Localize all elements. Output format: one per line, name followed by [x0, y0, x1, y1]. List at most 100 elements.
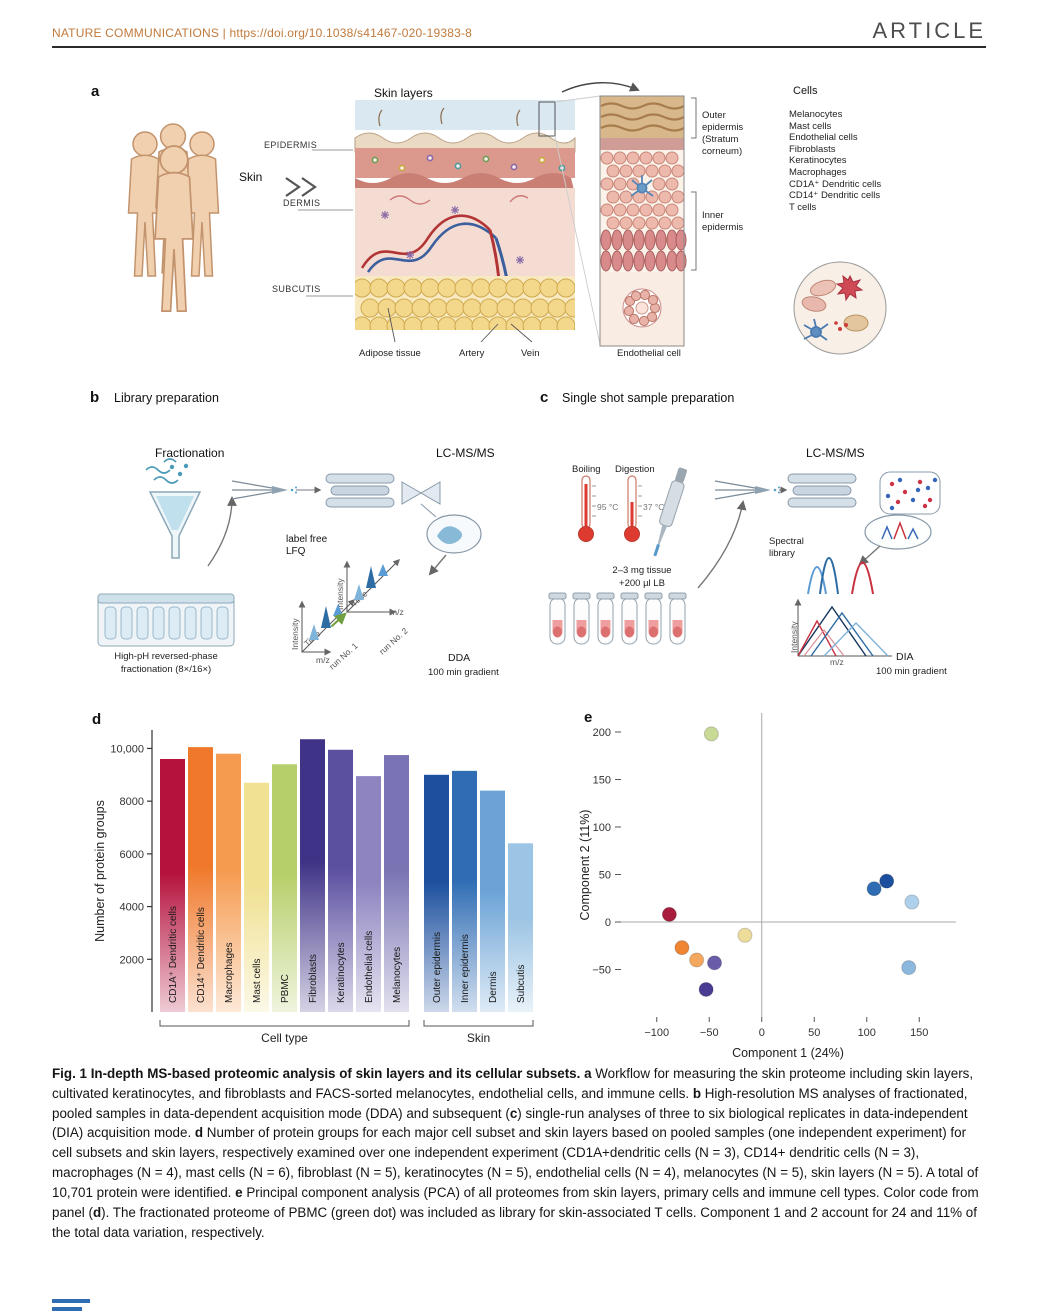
orbitrap-icon [401, 481, 482, 576]
panel-c-illustration [548, 467, 941, 657]
mass-spec-icon [787, 473, 857, 508]
boiling-thermometer-icon [578, 475, 596, 542]
inner-epidermis-label: Inner epidermis [702, 210, 744, 233]
skin-label: Skin [239, 170, 263, 184]
dendritic-cell-icon [803, 318, 829, 341]
svg-text:8000: 8000 [120, 796, 144, 808]
vein-label: Vein [521, 348, 540, 359]
fractionation-caption: High-pH reversed-phase fractionation (8×… [83, 650, 249, 676]
svg-text:100: 100 [593, 822, 611, 834]
temp-95-label: 95 °C [597, 502, 619, 512]
tissue-label: 2–3 mg tissue +200 µl LB [594, 565, 690, 590]
cell-list-item: Melanocytes [789, 109, 843, 120]
peptide-scribble-icon [145, 458, 189, 484]
zoom-connector-lines [554, 95, 601, 345]
adipose-cells [355, 278, 575, 330]
svg-text:−50: −50 [700, 1027, 719, 1039]
cell-list-item: CD1A⁺ Dendritic cells [789, 178, 882, 190]
boiling-label: Boiling [572, 464, 601, 475]
cell-list-item: Macrophages [789, 166, 847, 178]
cell-list-item: T cells [789, 201, 817, 213]
cell-list-item: Keratinocytes [789, 155, 847, 167]
svg-text:Dermis: Dermis [488, 971, 499, 1003]
skin-arrow-icon [285, 177, 317, 197]
label-free-line2: LFQ [286, 546, 306, 557]
cell-list-item: Endothelial cells [789, 132, 858, 144]
panel-d-label: d [92, 711, 102, 728]
pipette-icon [653, 467, 687, 557]
svg-text:2000: 2000 [120, 954, 144, 966]
svg-text:Number of protein groups: Number of protein groups [93, 800, 107, 942]
svg-text:0: 0 [605, 917, 611, 929]
svg-text:Subcutis: Subcutis [516, 965, 527, 1003]
label-free-line1: label free [286, 534, 328, 545]
bottom-leader-lines [387, 307, 649, 343]
svg-text:100: 100 [858, 1027, 876, 1039]
svg-text:−50: −50 [592, 965, 611, 977]
cells-list: Melanocytes Mast cells Endothelial cells Fi… [789, 109, 881, 213]
cell-list-item: Fibroblasts [789, 143, 836, 155]
tissue-line1: 2–3 mg tissue [612, 565, 672, 576]
human-figures-illustration [127, 123, 220, 312]
svg-text:50: 50 [599, 870, 611, 882]
endothelial-cell-label: Endothelial cell [617, 348, 681, 359]
footer-clipped-text [52, 1299, 90, 1303]
sample-tubes-icon [548, 592, 687, 645]
adipose-tissue-label: Adipose tissue [359, 348, 421, 359]
mz-axis-label-lower: m/z [316, 655, 330, 665]
dermis-label: DERMIS [283, 198, 321, 208]
panel-e-label: e [584, 709, 593, 726]
electrospray-icon [714, 480, 781, 500]
digestion-label: Digestion [615, 464, 655, 475]
figure-caption: Fig. 1 In-depth MS-based proteomic analy… [52, 1066, 979, 1240]
artery-label: Artery [459, 348, 485, 359]
panel-b-title: Library preparation [114, 391, 219, 405]
cells-inset-illustration [793, 261, 887, 355]
arrow-tubes-to-lcms [697, 500, 747, 589]
zoom-curved-arrow [561, 82, 640, 93]
svg-text:0: 0 [759, 1027, 765, 1039]
svg-text:Skin: Skin [467, 1031, 490, 1045]
footer-clipped-text [52, 1307, 82, 1311]
panel-b-illustration [97, 458, 482, 656]
fraction-plate-icon [97, 593, 235, 647]
panel-c-title: Single shot sample preparation [562, 391, 735, 405]
mass-spec-icon [325, 473, 395, 508]
svg-text:Keratinocytes: Keratinocytes [336, 942, 347, 1003]
journal-doi-link[interactable]: NATURE COMMUNICATIONS | https://doi.org/… [52, 26, 473, 40]
lfq-3d-plot [298, 559, 400, 656]
svg-text:Component 2 (11%): Component 2 (11%) [578, 810, 592, 921]
zoom-source-rect [538, 101, 556, 137]
dda-label: DDA [448, 652, 471, 664]
svg-text:Fibroblasts: Fibroblasts [308, 954, 319, 1003]
svg-text:PBMC: PBMC [280, 974, 291, 1003]
lcms-label-c: LC-MS/MS [806, 446, 865, 460]
svg-text:CD1A⁺ Dendritic cells: CD1A⁺ Dendritic cells [168, 906, 179, 1003]
svg-text:10,000: 10,000 [110, 743, 144, 755]
mz-axis-label-upper: m/z [390, 607, 404, 617]
frac-caption-line1: High-pH reversed-phase [114, 651, 218, 662]
endothelial-cell-ring-icon [622, 288, 662, 328]
svg-text:50: 50 [808, 1027, 820, 1039]
panel-c-label: c [540, 389, 549, 406]
svg-text:Macrophages: Macrophages [224, 942, 235, 1003]
ms-chamber-peaks-icon [858, 514, 932, 566]
pca-scatter-chart: −100 −50 0 50 100 150 −50 0 50 100 150 200 Component… [578, 713, 956, 1060]
svg-text:Cell type: Cell type [261, 1031, 308, 1045]
svg-text:4000: 4000 [120, 902, 144, 914]
dia-gradient-label: 100 min gradient [876, 666, 947, 677]
frac-caption-line2: fractionation (8×/16×) [120, 664, 212, 675]
digestion-thermometer-icon [624, 475, 642, 542]
mz-axis-label-c: m/z [830, 657, 844, 667]
cell-list-item: Mast cells [789, 120, 832, 132]
panel-a-illustration [127, 82, 887, 355]
svg-text:−100: −100 [644, 1027, 669, 1039]
outer-epidermis-bracket [691, 97, 697, 139]
dendritic-cell-icon [630, 175, 654, 197]
fractionation-label: Fractionation [155, 446, 225, 460]
svg-text:Outer epidermis: Outer epidermis [432, 932, 443, 1003]
svg-text:Mast cells: Mast cells [252, 959, 263, 1003]
outer-epidermis-label: Outer epidermis (Stratum corneum) [702, 110, 744, 157]
svg-text:150: 150 [910, 1027, 928, 1039]
dia-label: DIA [896, 651, 914, 663]
